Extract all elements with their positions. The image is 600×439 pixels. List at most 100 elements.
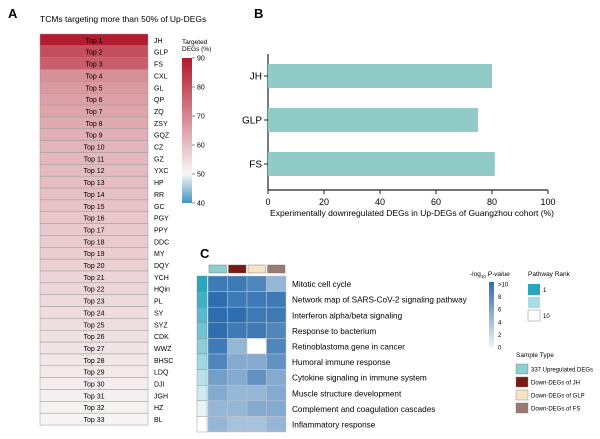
sample-type-swatch xyxy=(515,389,529,401)
pvalue-cell xyxy=(207,306,228,324)
pathway-label: Mitotic cell cycle xyxy=(292,280,352,289)
rank-cell xyxy=(196,400,208,417)
tcm-label: QP xyxy=(154,97,164,104)
row-rank-label: Top 7 xyxy=(85,109,102,116)
pvalue-cell xyxy=(227,369,248,386)
row-rank-label: Top 28 xyxy=(83,358,104,365)
pvalue-cell xyxy=(246,384,267,402)
row-rank-label: Top 9 xyxy=(85,133,102,140)
pvalue-cell xyxy=(207,369,228,386)
x-tick-label: 40 xyxy=(375,197,385,207)
tcm-label: HQin xyxy=(154,287,170,294)
x-tick-label: 20 xyxy=(319,197,329,207)
sample-type-label: 337 Upregulated DEGs xyxy=(531,368,593,374)
tcm-label: LDQ xyxy=(154,370,169,377)
pvalue-title-sub: 10 xyxy=(481,274,487,279)
y-tick-label: JH xyxy=(250,72,262,83)
pvalue-cell xyxy=(227,322,248,339)
sample-type-swatch xyxy=(515,376,529,388)
tcm-label: YCH xyxy=(154,275,169,282)
panel-b-x-axis-label: Experimentally downregulated DEGs in Up-… xyxy=(270,208,554,218)
pathway-label: Muscle structure development xyxy=(292,389,402,398)
colorbar xyxy=(182,58,192,203)
pvalue-cell xyxy=(246,369,267,386)
colorbar-tick-label: 60 xyxy=(197,143,205,150)
panel-b-letter: B xyxy=(254,6,263,21)
rank-cell xyxy=(196,307,208,324)
pvalue-cell xyxy=(246,291,267,308)
tcm-label: MY xyxy=(154,251,165,258)
pvalue-colorbar xyxy=(489,282,494,348)
tcm-label: CZ xyxy=(154,145,164,152)
pathway-label: Interferon alpha/beta signaling xyxy=(292,311,403,320)
column-annotation xyxy=(247,264,266,274)
x-tick-label: 100 xyxy=(540,197,555,207)
rank-cell xyxy=(196,275,208,292)
pvalue-cell xyxy=(266,338,287,355)
panel-c: C Mitotic cell cycle Network map of SARS-… xyxy=(196,246,593,433)
row-rank-label: Top 8 xyxy=(85,121,102,128)
pvalue-cell xyxy=(207,353,228,370)
pvalue-cell xyxy=(207,291,228,308)
tcm-label: BHSC xyxy=(154,358,173,365)
rank-cell xyxy=(196,353,208,370)
rank-cell xyxy=(196,322,208,339)
sample-type-label: Down-DEGs of FS xyxy=(531,407,580,413)
tcm-label: ZSY xyxy=(154,121,168,128)
row-rank-label: Top 25 xyxy=(83,322,104,329)
row-rank-label: Top 23 xyxy=(83,299,104,306)
pvalue-tick-label: 0 xyxy=(498,346,502,352)
tcm-label: BL xyxy=(154,417,163,424)
pvalue-title-suffix: P-value xyxy=(486,271,510,278)
row-rank-label: Top 26 xyxy=(83,334,104,341)
pvalue-tick-label: 2 xyxy=(498,333,502,339)
tcm-label: PGY xyxy=(154,216,169,223)
row-rank-label: Top 11 xyxy=(84,156,105,163)
pvalue-cell xyxy=(266,384,287,402)
tcm-label: RR xyxy=(154,192,164,199)
tcm-label: YXC xyxy=(154,168,168,175)
tcm-label: GZ xyxy=(154,156,164,163)
row-rank-label: Top 10 xyxy=(83,145,104,152)
row-rank-label: Top 19 xyxy=(83,251,104,258)
rank-swatch-1 xyxy=(528,284,540,295)
pvalue-cell xyxy=(246,400,267,417)
pvalue-cell xyxy=(246,322,267,339)
tcm-label: CDK xyxy=(154,334,169,341)
pathway-label: Network map of SARS-CoV-2 signaling path… xyxy=(292,296,468,305)
colorbar-ticks: 90 80 70 60 50 40 xyxy=(192,56,205,208)
tcm-label: PPY xyxy=(154,227,168,234)
tcm-label: ZQ xyxy=(154,109,164,116)
panel-b: B 0 20 40 60 80 100 JH GLP FS Experimentally dow… xyxy=(242,6,556,218)
bar xyxy=(268,152,495,176)
row-rank-label: Top 21 xyxy=(83,275,104,282)
colorbar-tick-label: 50 xyxy=(197,172,205,179)
pathway-label: Humoral immune response xyxy=(292,358,391,367)
pvalue-cell xyxy=(266,306,287,324)
pathway-label: Inflammatory response xyxy=(292,421,376,430)
panel-c-letter: C xyxy=(200,246,210,261)
row-rank-label: Top 15 xyxy=(83,204,104,211)
sample-type-title: Sample Type xyxy=(516,352,554,359)
row-rank-label: Top 24 xyxy=(83,310,104,317)
tcm-label: SYZ xyxy=(154,322,168,329)
pvalue-cell xyxy=(227,400,248,417)
tcm-label: GL xyxy=(154,85,163,92)
pvalue-cell xyxy=(227,338,248,355)
rank-tick-bottom: 10 xyxy=(543,314,550,320)
pvalue-cell xyxy=(266,291,287,308)
rank-swatch-2 xyxy=(528,297,540,308)
tcm-label: DDC xyxy=(154,239,169,246)
row-rank-label: Top 27 xyxy=(83,346,104,353)
row-rank-label: Top 3 xyxy=(85,62,102,69)
pvalue-cell xyxy=(227,275,248,292)
rank-cell xyxy=(196,338,208,355)
y-tick-label: FS xyxy=(249,160,262,171)
pvalue-tick-label: 4 xyxy=(498,320,502,326)
rank-tick-top: 1 xyxy=(543,288,547,294)
pvalue-cell xyxy=(227,291,248,308)
pvalue-cell xyxy=(246,306,267,324)
pathway-label: Cytokine signaling in immune system xyxy=(292,374,427,383)
row-rank-label: Top 14 xyxy=(83,192,104,199)
